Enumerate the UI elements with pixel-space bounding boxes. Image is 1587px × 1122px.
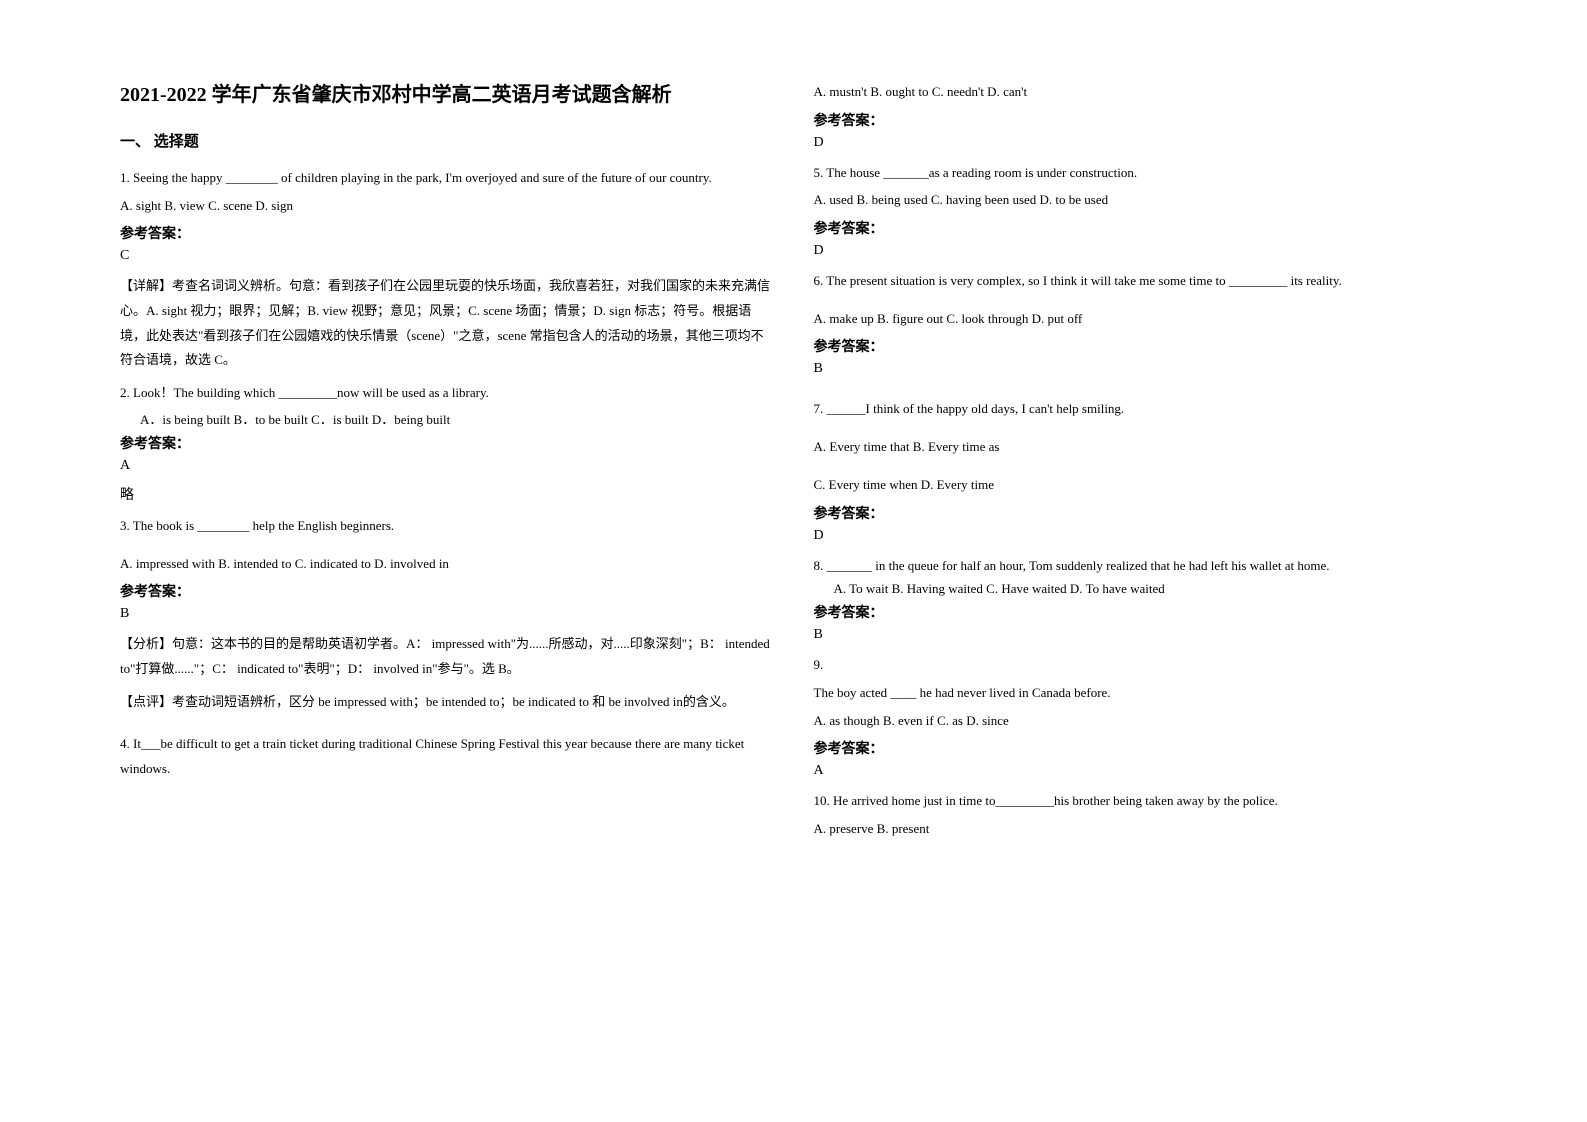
q3-answer-label: 参考答案： (120, 581, 774, 601)
q1-options: A. sight B. view C. scene D. sign (120, 194, 774, 219)
q6-text: 6. The present situation is very complex… (814, 269, 1468, 294)
q9-answer: A (814, 763, 1468, 779)
q2-answer: A (120, 458, 774, 474)
q8-text: 8. _______ in the queue for half an hour… (814, 554, 1468, 579)
q9-text: The boy acted ____ he had never lived in… (814, 681, 1468, 706)
q3-options: A. impressed with B. intended to C. indi… (120, 552, 774, 577)
q2-answer-label: 参考答案： (120, 433, 774, 453)
q9-answer-label: 参考答案： (814, 738, 1468, 758)
q7-options-line1: A. Every time that B. Every time as (814, 435, 1468, 460)
q1-answer-label: 参考答案： (120, 223, 774, 243)
document-title: 2021-2022 学年广东省肇庆市邓村中学高二英语月考试题含解析 (120, 80, 774, 110)
q6-answer: B (814, 361, 1468, 377)
q1-answer: C (120, 248, 774, 264)
q4-answer-label: 参考答案： (814, 110, 1468, 130)
q10-options: A. preserve B. present (814, 817, 1468, 842)
q9-number: 9. (814, 653, 1468, 678)
q5-answer-label: 参考答案： (814, 218, 1468, 238)
q3-explanation1: 【分析】句意：这本书的目的是帮助英语初学者。A： impressed with"… (120, 632, 774, 681)
q8-answer: B (814, 627, 1468, 643)
q7-text: 7. ______I think of the happy old days, … (814, 397, 1468, 422)
q9-options: A. as though B. even if C. as D. since (814, 709, 1468, 734)
q3-answer: B (120, 606, 774, 622)
q5-text: 5. The house _______as a reading room is… (814, 161, 1468, 186)
q2-text: 2. Look！The building which _________now … (120, 381, 774, 406)
q7-answer-label: 参考答案： (814, 503, 1468, 523)
q7-options-line2: C. Every time when D. Every time (814, 473, 1468, 498)
q6-options: A. make up B. figure out C. look through… (814, 307, 1468, 332)
q2-options: A．is being built B．to be built C．is buil… (120, 409, 774, 428)
q5-options: A. used B. being used C. having been use… (814, 188, 1468, 213)
q4-text: 4. It___be difficult to get a train tick… (120, 732, 774, 781)
left-column: 2021-2022 学年广东省肇庆市邓村中学高二英语月考试题含解析 一、 选择题… (100, 80, 794, 1082)
q6-answer-label: 参考答案： (814, 336, 1468, 356)
q4-answer: D (814, 135, 1468, 151)
q7-answer: D (814, 528, 1468, 544)
q8-options: A. To wait B. Having waited C. Have wait… (814, 581, 1468, 597)
q4-options: A. mustn't B. ought to C. needn't D. can… (814, 80, 1468, 105)
q3-explanation2: 【点评】考查动词短语辨析，区分 be impressed with；be int… (120, 690, 774, 715)
q1-explanation: 【详解】考查名词词义辨析。句意：看到孩子们在公园里玩耍的快乐场面，我欣喜若狂，对… (120, 274, 774, 373)
q3-text: 3. The book is ________ help the English… (120, 514, 774, 539)
q8-answer-label: 参考答案： (814, 602, 1468, 622)
q2-note: 略 (120, 484, 774, 504)
right-column: A. mustn't B. ought to C. needn't D. can… (794, 80, 1488, 1082)
section-heading: 一、 选择题 (120, 130, 774, 151)
q1-text: 1. Seeing the happy ________ of children… (120, 166, 774, 191)
q5-answer: D (814, 243, 1468, 259)
q10-text: 10. He arrived home just in time to_____… (814, 789, 1468, 814)
